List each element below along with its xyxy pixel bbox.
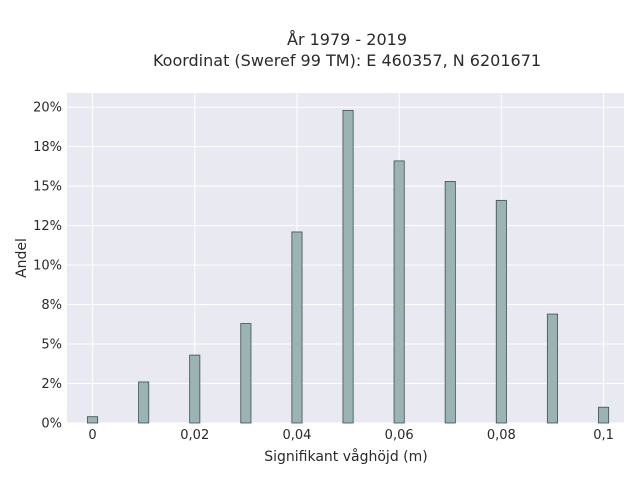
chart-title-line-2: Koordinat (Sweref 99 TM): E 460357, N 62… [153, 51, 541, 70]
bar [138, 381, 150, 424]
y-axis-label: Andel [14, 238, 30, 278]
bar [393, 160, 405, 424]
x-tick-label: 0,06 [385, 428, 414, 443]
chart-title-line-1: År 1979 - 2019 [287, 30, 407, 49]
x-tick-label: 0,02 [180, 428, 209, 443]
y-tick-label: 5% [41, 338, 62, 353]
bar [189, 354, 201, 424]
bars [87, 109, 610, 424]
y-tick-label: 12% [33, 219, 62, 234]
bar [291, 231, 303, 424]
bar [495, 199, 507, 424]
x-tick-label: 0,1 [593, 428, 614, 443]
x-axis-label: Signifikant våghöjd (m) [264, 448, 427, 465]
y-tick-label: 10% [33, 259, 62, 274]
y-tick-label: 2% [41, 377, 62, 392]
y-tick-label: 0% [41, 417, 62, 432]
x-tick-label: 0 [88, 428, 96, 443]
bar [342, 109, 354, 424]
y-tick-label: 8% [41, 298, 62, 313]
x-tick-labels: 0 0,02 0,04 0,06 0,08 0,1 [88, 428, 613, 443]
bar [444, 181, 456, 424]
y-tick-label: 20% [33, 101, 62, 116]
bar [87, 416, 99, 424]
bar [240, 323, 252, 424]
bar [598, 406, 610, 424]
bar [546, 313, 558, 424]
y-tick-label: 18% [33, 140, 62, 155]
y-tick-labels: 0% 2% 5% 8% 10% 12% 15% 18% 20% [33, 101, 62, 432]
x-tick-label: 0,08 [487, 428, 516, 443]
y-tick-label: 15% [33, 180, 62, 195]
x-tick-label: 0,04 [282, 428, 311, 443]
